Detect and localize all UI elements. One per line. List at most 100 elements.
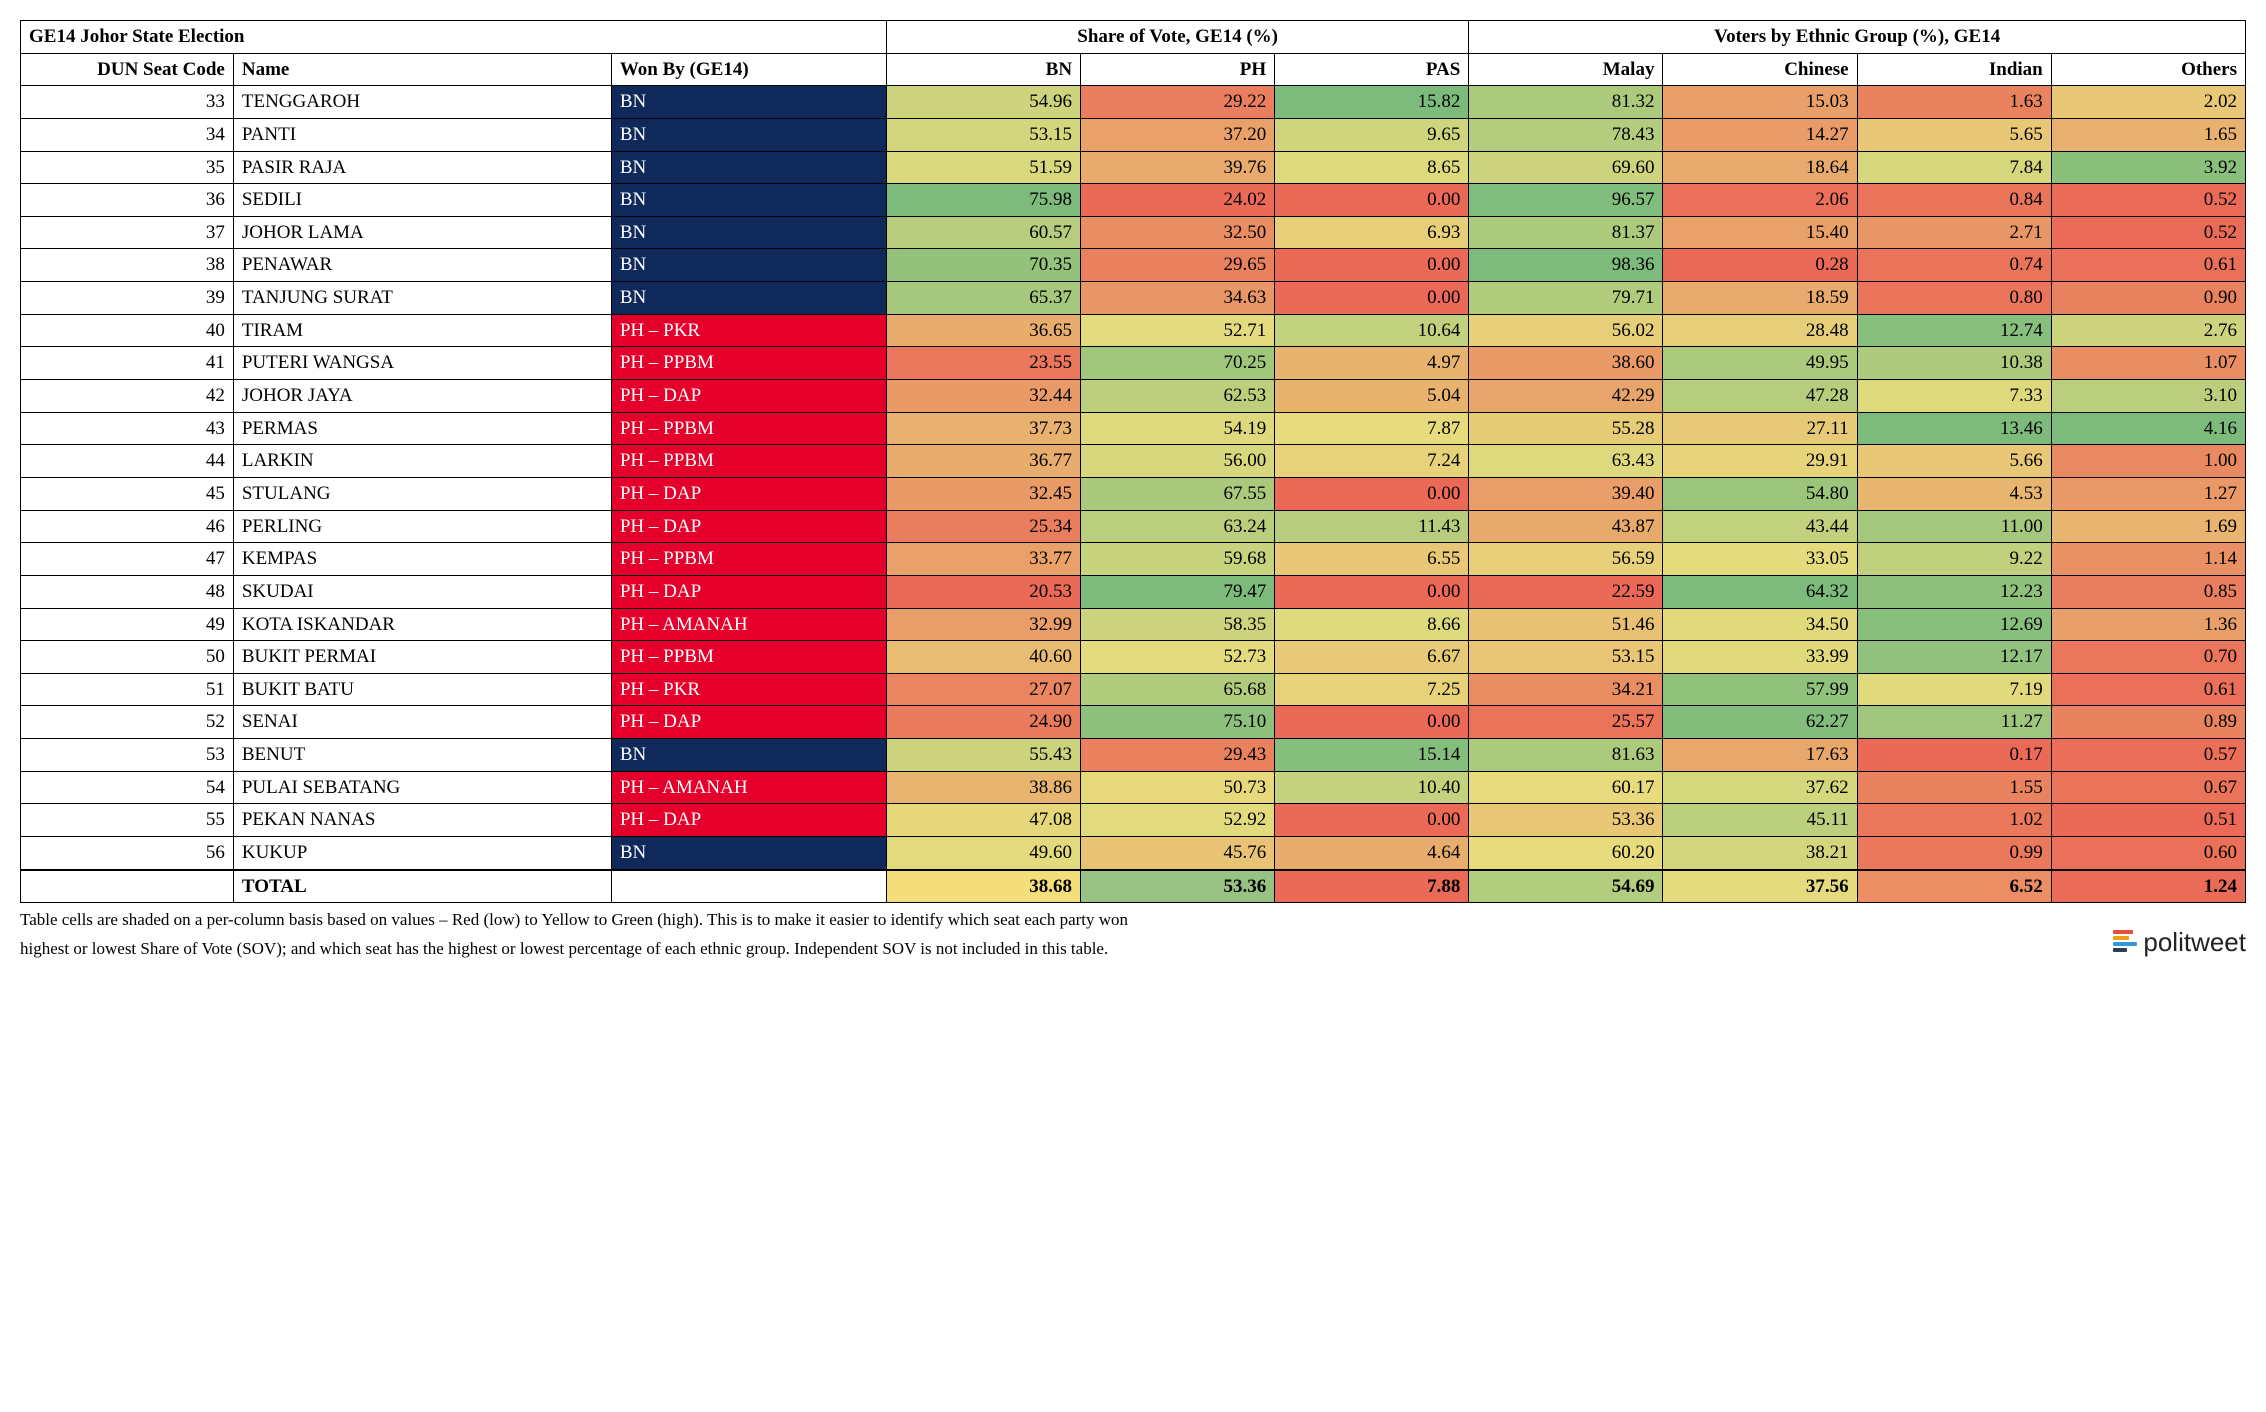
cell-ph: 52.92 [1081,804,1275,837]
cell-code: 42 [21,380,234,413]
cell-won-by: PH – PKR [611,314,886,347]
cell-won-by: BN [611,118,886,151]
cell-others: 0.52 [2051,184,2245,217]
cell-malay: 56.02 [1469,314,1663,347]
cell-chinese: 2.06 [1663,184,1857,217]
col-code: DUN Seat Code [21,53,234,86]
cell-pas: 5.04 [1275,380,1469,413]
cell-name: STULANG [233,477,611,510]
table-row: 37JOHOR LAMABN60.5732.506.9381.3715.402.… [21,216,2246,249]
table-row: 48SKUDAIPH – DAP20.5379.470.0022.5964.32… [21,575,2246,608]
cell-others: 1.00 [2051,445,2245,478]
cell-name: KEMPAS [233,543,611,576]
cell-name: KOTA ISKANDAR [233,608,611,641]
cell-ph: 75.10 [1081,706,1275,739]
cell-bn: 27.07 [886,673,1080,706]
total-pas: 7.88 [1275,870,1469,903]
cell-bn: 65.37 [886,282,1080,315]
cell-chinese: 28.48 [1663,314,1857,347]
cell-code: 51 [21,673,234,706]
cell-code: 53 [21,739,234,772]
cell-indian: 5.66 [1857,445,2051,478]
cell-won-by: BN [611,216,886,249]
cell-won-by: BN [611,249,886,282]
cell-bn: 49.60 [886,837,1080,870]
cell-malay: 55.28 [1469,412,1663,445]
cell-others: 3.10 [2051,380,2245,413]
cell-malay: 60.20 [1469,837,1663,870]
cell-bn: 25.34 [886,510,1080,543]
cell-malay: 69.60 [1469,151,1663,184]
cell-won-by: PH – PPBM [611,412,886,445]
cell-others: 0.52 [2051,216,2245,249]
cell-others: 0.51 [2051,804,2245,837]
cell-ph: 65.68 [1081,673,1275,706]
cell-chinese: 57.99 [1663,673,1857,706]
table-row: 40TIRAMPH – PKR36.6552.7110.6456.0228.48… [21,314,2246,347]
cell-won-by: BN [611,184,886,217]
cell-pas: 7.25 [1275,673,1469,706]
cell-name: TENGGAROH [233,86,611,119]
brand-icon [2113,930,2137,954]
cell-pas: 0.00 [1275,575,1469,608]
cell-bn: 20.53 [886,575,1080,608]
cell-chinese: 14.27 [1663,118,1857,151]
cell-chinese: 37.62 [1663,771,1857,804]
cell-code: 33 [21,86,234,119]
cell-code: 34 [21,118,234,151]
cell-malay: 39.40 [1469,477,1663,510]
cell-bn: 32.45 [886,477,1080,510]
cell-won-by: BN [611,739,886,772]
cell-indian: 7.84 [1857,151,2051,184]
cell-bn: 54.96 [886,86,1080,119]
cell-indian: 11.00 [1857,510,2051,543]
cell-code: 46 [21,510,234,543]
cell-chinese: 45.11 [1663,804,1857,837]
cell-pas: 9.65 [1275,118,1469,151]
table-row: 35PASIR RAJABN51.5939.768.6569.6018.647.… [21,151,2246,184]
cell-ph: 59.68 [1081,543,1275,576]
cell-indian: 2.71 [1857,216,2051,249]
table-row: 52SENAIPH – DAP24.9075.100.0025.5762.271… [21,706,2246,739]
cell-ph: 58.35 [1081,608,1275,641]
cell-chinese: 27.11 [1663,412,1857,445]
cell-chinese: 64.32 [1663,575,1857,608]
col-name: Name [233,53,611,86]
table-row: 45STULANGPH – DAP32.4567.550.0039.4054.8… [21,477,2246,510]
cell-indian: 1.55 [1857,771,2051,804]
table-row: 51BUKIT BATUPH – PKR27.0765.687.2534.215… [21,673,2246,706]
cell-name: JOHOR LAMA [233,216,611,249]
cell-malay: 25.57 [1469,706,1663,739]
cell-malay: 34.21 [1469,673,1663,706]
cell-bn: 47.08 [886,804,1080,837]
cell-others: 0.60 [2051,837,2245,870]
cell-others: 1.14 [2051,543,2245,576]
cell-code: 39 [21,282,234,315]
cell-chinese: 38.21 [1663,837,1857,870]
col-pas: PAS [1275,53,1469,86]
cell-bn: 32.44 [886,380,1080,413]
cell-code: 48 [21,575,234,608]
group-header-ethnic: Voters by Ethnic Group (%), GE14 [1469,21,2246,54]
cell-name: PANTI [233,118,611,151]
cell-pas: 15.14 [1275,739,1469,772]
cell-indian: 5.65 [1857,118,2051,151]
cell-code: 49 [21,608,234,641]
total-malay: 54.69 [1469,870,1663,903]
cell-pas: 10.64 [1275,314,1469,347]
cell-indian: 12.69 [1857,608,2051,641]
cell-malay: 53.15 [1469,641,1663,674]
cell-indian: 13.46 [1857,412,2051,445]
table-row: 39TANJUNG SURATBN65.3734.630.0079.7118.5… [21,282,2246,315]
cell-malay: 42.29 [1469,380,1663,413]
cell-won-by: BN [611,151,886,184]
cell-bn: 53.15 [886,118,1080,151]
cell-pas: 11.43 [1275,510,1469,543]
col-indian: Indian [1857,53,2051,86]
cell-ph: 39.76 [1081,151,1275,184]
cell-pas: 6.55 [1275,543,1469,576]
cell-malay: 81.63 [1469,739,1663,772]
cell-pas: 0.00 [1275,184,1469,217]
cell-pas: 10.40 [1275,771,1469,804]
cell-won-by: PH – PPBM [611,641,886,674]
